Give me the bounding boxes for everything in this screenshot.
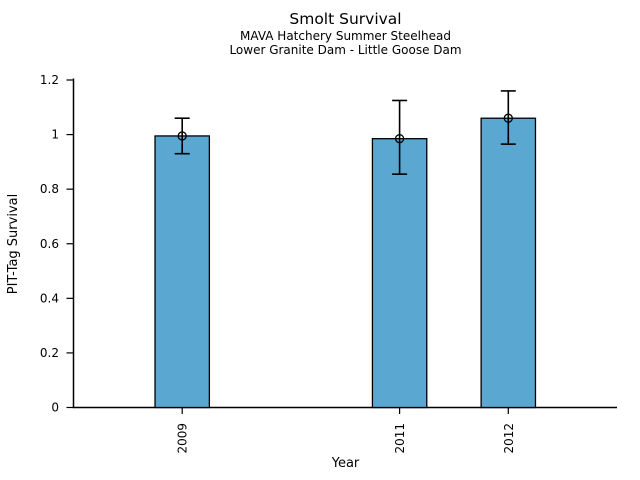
y-tick-label: 0.8 xyxy=(40,182,59,196)
bar xyxy=(371,138,428,409)
chart-subtitle-line1: MAVA Hatchery Summer Steelhead xyxy=(240,29,451,43)
y-tick-label: 0.6 xyxy=(40,237,59,251)
point-marker xyxy=(503,113,513,123)
x-tick-label: 2012 xyxy=(502,423,516,454)
y-tick-label: 0.2 xyxy=(40,346,59,360)
y-tick-label: 0 xyxy=(51,401,59,415)
y-axis-label: PIT-Tag Survival xyxy=(6,193,21,295)
point-marker xyxy=(177,131,187,141)
bar xyxy=(480,117,537,409)
point-marker xyxy=(394,134,405,144)
x-tick-label: 2011 xyxy=(393,423,407,454)
x-axis-label: Year xyxy=(331,456,360,471)
y-tick-label: 1.2 xyxy=(40,73,59,87)
chart-title: Smolt Survival xyxy=(289,10,402,28)
bar xyxy=(154,135,211,409)
y-tick-label: 0.4 xyxy=(40,291,59,305)
x-tick-label: 2009 xyxy=(176,423,190,454)
y-tick-label: 1 xyxy=(51,128,59,142)
chart-subtitle-line2: Lower Granite Dam - Little Goose Dam xyxy=(229,43,462,57)
